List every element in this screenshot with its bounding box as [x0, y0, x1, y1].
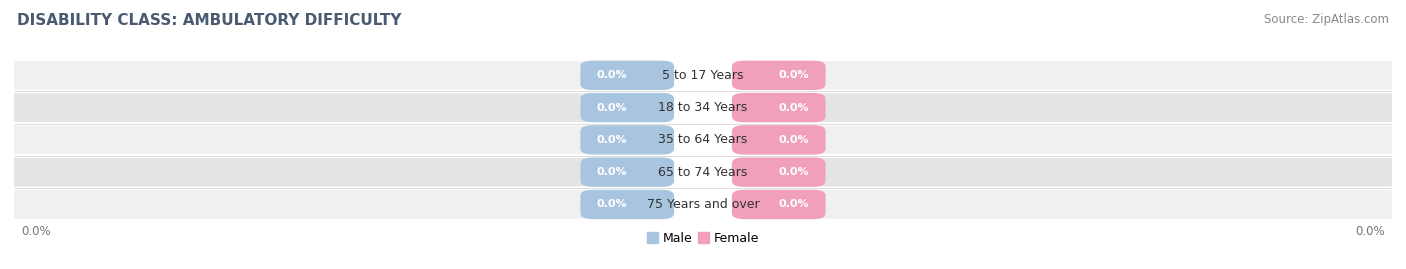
FancyBboxPatch shape [733, 125, 825, 155]
FancyBboxPatch shape [14, 61, 1392, 90]
FancyBboxPatch shape [581, 157, 673, 187]
Text: 0.0%: 0.0% [21, 225, 51, 238]
FancyBboxPatch shape [581, 125, 673, 155]
Text: 0.0%: 0.0% [596, 135, 627, 145]
Text: 0.0%: 0.0% [779, 102, 810, 113]
FancyBboxPatch shape [581, 190, 825, 219]
Text: 0.0%: 0.0% [779, 135, 810, 145]
Text: 0.0%: 0.0% [596, 167, 627, 177]
Text: 35 to 64 Years: 35 to 64 Years [658, 133, 748, 146]
Text: 0.0%: 0.0% [779, 70, 810, 80]
FancyBboxPatch shape [733, 157, 825, 187]
Text: 0.0%: 0.0% [596, 102, 627, 113]
Text: 0.0%: 0.0% [1355, 225, 1385, 238]
FancyBboxPatch shape [581, 125, 825, 155]
Text: 5 to 17 Years: 5 to 17 Years [662, 69, 744, 82]
FancyBboxPatch shape [581, 93, 673, 122]
Text: 75 Years and over: 75 Years and over [647, 198, 759, 211]
Text: 18 to 34 Years: 18 to 34 Years [658, 101, 748, 114]
Text: Source: ZipAtlas.com: Source: ZipAtlas.com [1264, 13, 1389, 26]
FancyBboxPatch shape [14, 126, 1392, 154]
FancyBboxPatch shape [733, 61, 825, 90]
FancyBboxPatch shape [581, 190, 673, 219]
Legend: Male, Female: Male, Female [641, 227, 765, 250]
FancyBboxPatch shape [733, 190, 825, 219]
FancyBboxPatch shape [581, 61, 825, 90]
FancyBboxPatch shape [733, 93, 825, 122]
Text: 0.0%: 0.0% [596, 70, 627, 80]
FancyBboxPatch shape [581, 93, 825, 122]
Text: DISABILITY CLASS: AMBULATORY DIFFICULTY: DISABILITY CLASS: AMBULATORY DIFFICULTY [17, 13, 401, 29]
Text: 0.0%: 0.0% [596, 199, 627, 210]
Text: 0.0%: 0.0% [779, 199, 810, 210]
FancyBboxPatch shape [14, 158, 1392, 186]
FancyBboxPatch shape [14, 93, 1392, 122]
FancyBboxPatch shape [581, 157, 825, 187]
Text: 0.0%: 0.0% [779, 167, 810, 177]
FancyBboxPatch shape [581, 61, 673, 90]
FancyBboxPatch shape [14, 190, 1392, 219]
Text: 65 to 74 Years: 65 to 74 Years [658, 166, 748, 179]
